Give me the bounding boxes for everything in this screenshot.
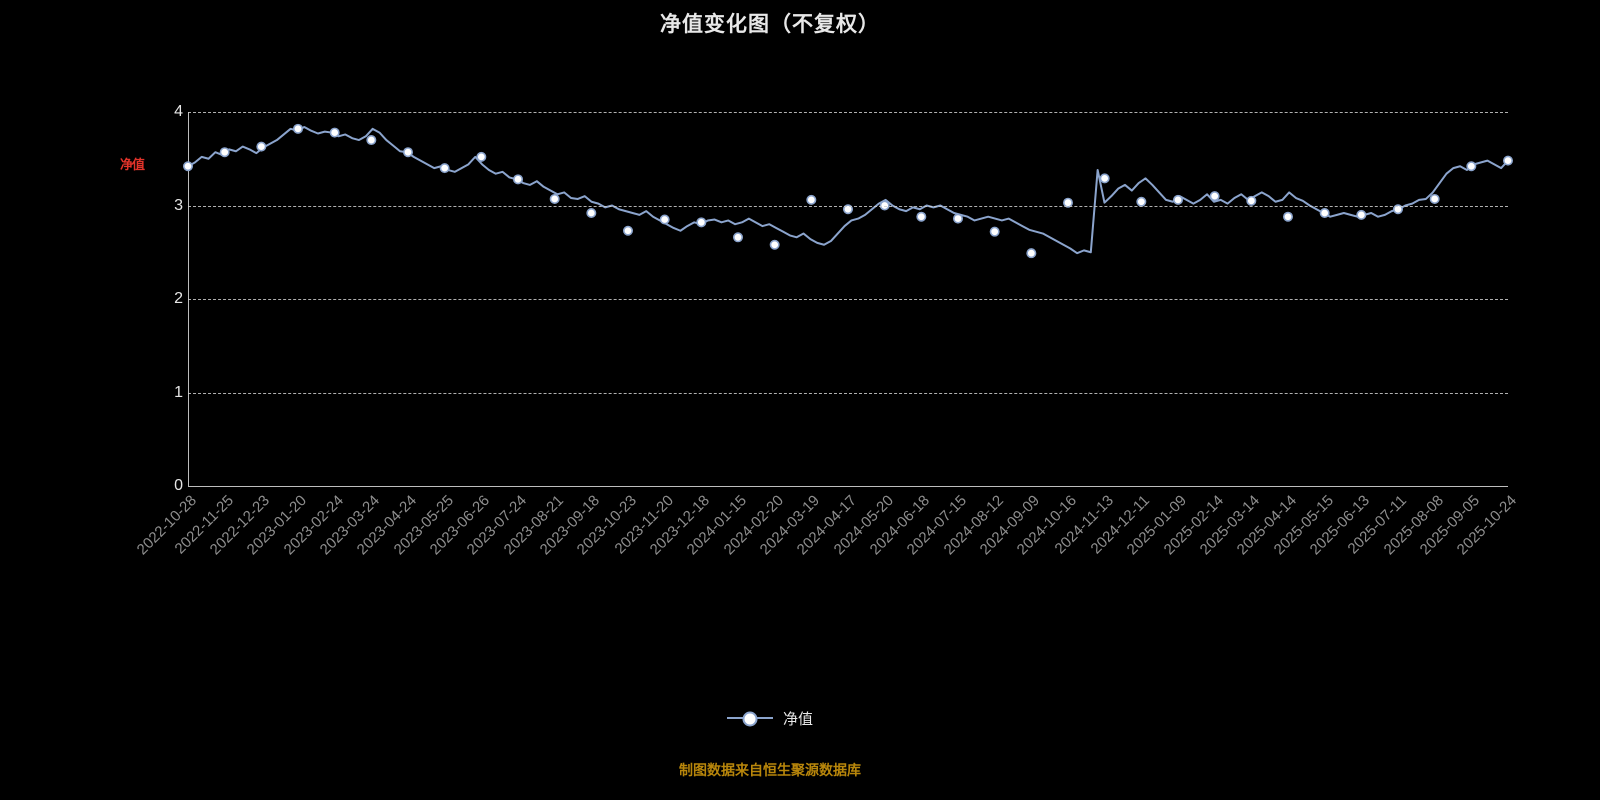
data-point-2024-03-19 [806, 194, 817, 205]
chart-legend: 净值 [0, 706, 1540, 729]
y-tick-3: 3 [174, 196, 183, 214]
legend-line-swatch [726, 711, 773, 727]
data-point-2025-06-13 [1356, 209, 1367, 220]
data-point-2025-02-14 [1209, 191, 1220, 202]
data-point-2023-08-21 [549, 193, 560, 204]
data-point-2025-10-24 [1503, 155, 1514, 166]
data-point-2023-10-23 [622, 225, 633, 236]
y-tick-4: 4 [174, 103, 183, 120]
data-point-2025-01-09 [1172, 194, 1183, 205]
y-axis-ticks: 0 1 2 3 4 [140, 103, 184, 494]
data-point-2022-12-23 [256, 141, 267, 152]
gridline-3 [188, 205, 1508, 207]
gridline-2 [188, 299, 1508, 300]
data-point-2024-04-17 [842, 204, 853, 215]
data-point-2025-03-14 [1246, 195, 1257, 206]
chart-footnote: 制图数据来自恒生聚源数据库 [679, 762, 861, 778]
plot-area [183, 112, 1514, 486]
data-point-2025-08-08 [1429, 193, 1440, 204]
data-point-2023-04-24 [403, 147, 414, 158]
y-tick-1: 1 [174, 383, 183, 401]
data-point-2024-11-13 [1099, 173, 1110, 184]
data-point-2023-06-26 [476, 151, 487, 162]
data-point-2023-07-24 [512, 174, 523, 185]
data-point-2022-10-28 [183, 161, 193, 172]
gridline-1 [188, 392, 1508, 394]
data-point-2024-07-15 [952, 213, 963, 224]
data-point-2025-05-15 [1319, 207, 1330, 218]
data-point-2025-09-05 [1466, 161, 1477, 172]
data-point-2024-01-15 [732, 232, 743, 243]
legend-label-净值: 净值 [782, 710, 813, 728]
data-point-2023-09-18 [586, 207, 597, 218]
legend-marker-dot [742, 711, 758, 727]
data-point-2025-07-11 [1393, 204, 1404, 215]
data-point-2022-11-25 [219, 147, 230, 158]
chart-title: 净值变化图（不复权） [660, 13, 880, 36]
data-point-2023-01-20 [293, 123, 304, 134]
data-point-2024-10-16 [1062, 197, 1073, 208]
data-point-2025-04-14 [1283, 211, 1294, 222]
data-point-2024-02-20 [769, 239, 780, 250]
data-point-2023-05-25 [439, 163, 450, 174]
data-point-2023-03-24 [366, 135, 377, 146]
data-point-2024-08-12 [989, 226, 1000, 237]
x-axis-line [188, 486, 1508, 487]
data-point-2023-02-24 [329, 127, 340, 138]
y-tick-2: 2 [174, 290, 183, 307]
data-point-2024-09-09 [1026, 248, 1037, 259]
y-tick-0: 0 [174, 477, 183, 494]
data-point-2023-12-18 [696, 217, 707, 228]
gridline-4 [188, 112, 1508, 113]
data-point-2023-11-20 [659, 214, 670, 225]
series-净值 [183, 123, 1514, 259]
y-axis-label: 净值 [120, 157, 145, 172]
data-point-2024-06-18 [916, 211, 927, 222]
